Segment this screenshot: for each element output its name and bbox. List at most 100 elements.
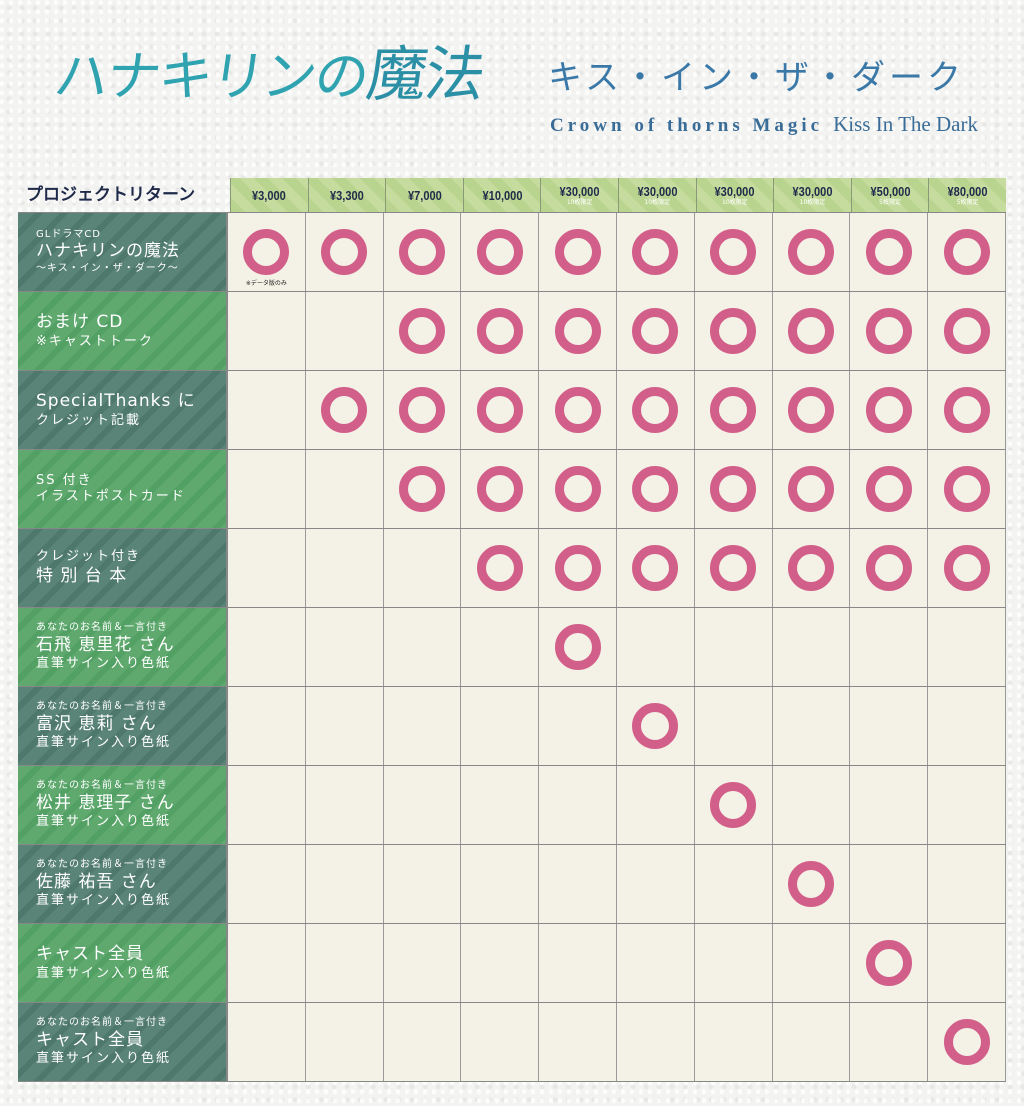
price-label: ¥30,000 xyxy=(792,184,833,199)
return-label: おまけ CD ※キャストトーク xyxy=(18,292,228,370)
price-label: ¥80,000 xyxy=(947,184,988,199)
included-circle-icon xyxy=(398,308,445,354)
included-circle-icon xyxy=(865,308,912,354)
subtitle-en: Crown of thorns Magic Kiss In The Dark xyxy=(550,112,978,137)
included-circle-icon xyxy=(710,387,757,433)
table-cell xyxy=(305,292,384,370)
table-cell xyxy=(539,608,617,686)
limit-label: 5枚限定 xyxy=(956,199,979,206)
return-label: GLドラマCD ハナキリンの魔法 〜キス・イン・ザ・ダーク〜 xyxy=(18,213,228,291)
return-label: あなたのお名前＆一言付き 松井 恵理子 さん 直筆サイン入り色紙 xyxy=(18,766,228,844)
table-row: あなたのお名前＆一言付き キャスト全員 直筆サイン入り色紙 xyxy=(18,1002,1006,1082)
included-circle-icon xyxy=(243,229,290,275)
table-cell xyxy=(461,450,540,528)
included-circle-icon xyxy=(476,229,523,275)
table-row: あなたのお名前＆一言付き 富沢 恵莉 さん 直筆サイン入り色紙 xyxy=(18,686,1006,765)
table-row: クレジット付き特 別 台 本 xyxy=(18,528,1006,607)
table-cell xyxy=(772,924,851,1002)
return-label: SpecialThanks にクレジット記載 xyxy=(18,371,228,449)
table-cell xyxy=(616,213,695,291)
table-cell xyxy=(539,924,617,1002)
table-cell xyxy=(772,608,851,686)
table-cell xyxy=(694,292,773,370)
return-label: クレジット付き特 別 台 本 xyxy=(18,529,228,607)
table-cell xyxy=(305,766,384,844)
table-cell xyxy=(305,924,384,1002)
table-cell xyxy=(539,213,617,291)
included-circle-icon xyxy=(321,229,368,275)
table-cell xyxy=(850,608,929,686)
table-cell xyxy=(305,529,384,607)
table-cell xyxy=(305,1003,384,1081)
table-cell xyxy=(539,687,617,765)
table-cell xyxy=(850,687,929,765)
table-cell xyxy=(850,529,929,607)
return-label-line: あなたのお名前＆一言付き xyxy=(36,859,168,870)
table-cell xyxy=(383,766,462,844)
included-circle-icon xyxy=(865,940,912,986)
included-circle-icon xyxy=(710,308,757,354)
table-cell xyxy=(383,529,462,607)
table-cell xyxy=(772,292,851,370)
included-circle-icon xyxy=(476,387,523,433)
table-cell xyxy=(850,924,929,1002)
price-header: ¥50,000 5枚限定 xyxy=(850,178,929,212)
table-cell xyxy=(461,213,540,291)
return-label-line: おまけ CD xyxy=(36,312,124,333)
table-cell xyxy=(305,608,384,686)
price-header-row: ¥3,000 ¥3,300 ¥7,000 ¥10,000 ¥30,000 10枚限定 ¥30… xyxy=(230,178,1006,212)
return-label-line: SpecialThanks に xyxy=(36,391,196,412)
table-cell xyxy=(694,371,773,449)
table-row: SpecialThanks にクレジット記載 xyxy=(18,370,1006,449)
return-label: あなたのお名前＆一言付き キャスト全員 直筆サイン入り色紙 xyxy=(18,1003,228,1081)
table-cell xyxy=(228,845,306,923)
return-label-line: あなたのお名前＆一言付き xyxy=(36,780,168,791)
return-label-line: 富沢 恵莉 さん xyxy=(36,713,157,734)
return-label-line: ※キャストトーク xyxy=(36,333,154,349)
return-label-line: 直筆サイン入り色紙 xyxy=(36,892,172,908)
price-header: ¥3,000 xyxy=(230,178,308,212)
included-circle-icon xyxy=(865,229,912,275)
included-circle-icon xyxy=(943,387,990,433)
included-circle-icon xyxy=(710,782,757,828)
price-label: ¥10,000 xyxy=(482,187,523,203)
table-row: おまけ CD ※キャストトーク xyxy=(18,291,1006,370)
table-cell xyxy=(616,371,695,449)
return-label-line: 佐藤 祐吾 さん xyxy=(36,871,157,892)
logo-title-accent: 魔法 xyxy=(362,40,489,110)
included-circle-icon xyxy=(632,545,679,591)
included-circle-icon xyxy=(943,308,990,354)
price-label: ¥3,000 xyxy=(252,187,287,203)
table-cell xyxy=(928,213,1006,291)
return-label-line: あなたのお名前＆一言付き xyxy=(36,1017,168,1028)
table-cell xyxy=(305,450,384,528)
price-label: ¥3,300 xyxy=(329,187,364,203)
table-cell xyxy=(461,371,540,449)
table-cell xyxy=(928,292,1006,370)
included-circle-icon xyxy=(787,545,834,591)
table-cell xyxy=(461,845,540,923)
return-label: あなたのお名前＆一言付き 富沢 恵莉 さん 直筆サイン入り色紙 xyxy=(18,687,228,765)
included-circle-icon xyxy=(476,308,523,354)
included-circle-icon xyxy=(554,387,601,433)
price-label: ¥7,000 xyxy=(407,187,442,203)
table-cell xyxy=(850,292,929,370)
included-circle-icon xyxy=(398,229,445,275)
included-circle-icon xyxy=(632,229,679,275)
table-cell xyxy=(694,529,773,607)
included-circle-icon xyxy=(632,703,679,749)
table-cell xyxy=(928,845,1006,923)
table-cell xyxy=(228,450,306,528)
table-cell xyxy=(928,450,1006,528)
table-cell xyxy=(228,1003,306,1081)
table-cell xyxy=(772,766,851,844)
included-circle-icon xyxy=(632,466,679,512)
table-cell xyxy=(228,292,306,370)
subtitle-en-a: Crown of thorns Magic xyxy=(550,115,824,136)
return-label-line: 直筆サイン入り色紙 xyxy=(36,813,172,829)
price-header: ¥7,000 xyxy=(385,178,463,212)
subtitle-en-b: Kiss In The Dark xyxy=(833,112,978,136)
included-circle-icon xyxy=(943,229,990,275)
table-cell xyxy=(228,371,306,449)
table-cell xyxy=(850,450,929,528)
